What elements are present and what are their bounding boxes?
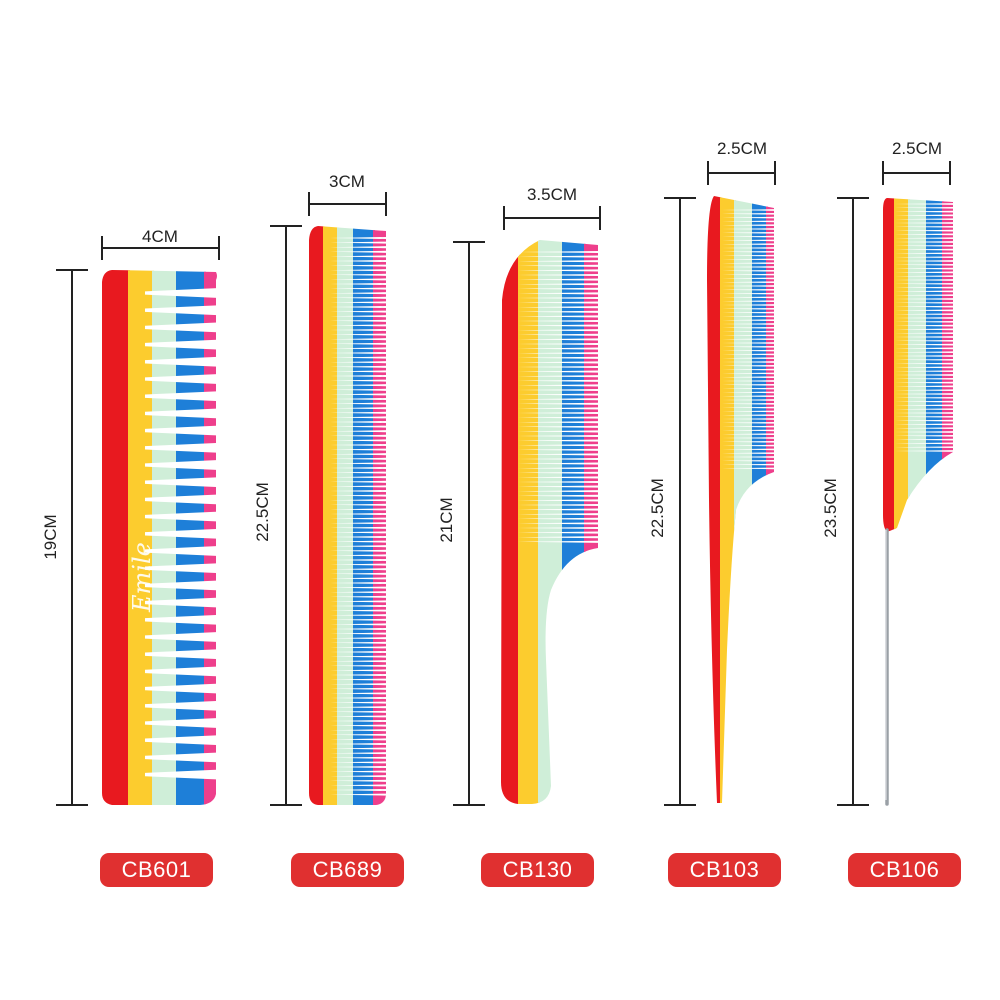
width-label-cb130: 3.5CM xyxy=(527,185,577,204)
comb-cb130-image xyxy=(501,240,598,804)
width-label-cb689: 3CM xyxy=(329,172,365,191)
comb-cb103-image xyxy=(707,196,774,803)
svg-text:Emile: Emile xyxy=(128,542,156,613)
length-label-cb103: 22.5CM xyxy=(648,478,667,538)
width-label-cb103: 2.5CM xyxy=(717,139,767,158)
length-label-cb106: 23.5CM xyxy=(821,478,840,538)
width-label-cb106: 2.5CM xyxy=(892,139,942,158)
model-badge-cb601: CB601 xyxy=(100,853,213,887)
length-label-cb689: 22.5CM xyxy=(253,482,272,542)
width-label-cb601: 4CM xyxy=(142,227,178,246)
model-badge-cb689: CB689 xyxy=(291,853,404,887)
comb-cb689-image xyxy=(309,226,386,805)
comb-cb106-image xyxy=(883,198,953,806)
length-label-cb130: 21CM xyxy=(437,497,456,542)
dimension-lines xyxy=(56,161,951,806)
model-badge-cb130: CB130 xyxy=(481,853,594,887)
length-label-cb601: 19CM xyxy=(41,514,60,559)
model-badge-cb103: CB103 xyxy=(668,853,781,887)
model-badge-cb106: CB106 xyxy=(848,853,961,887)
comb-cb601-image: Emile xyxy=(102,270,217,805)
